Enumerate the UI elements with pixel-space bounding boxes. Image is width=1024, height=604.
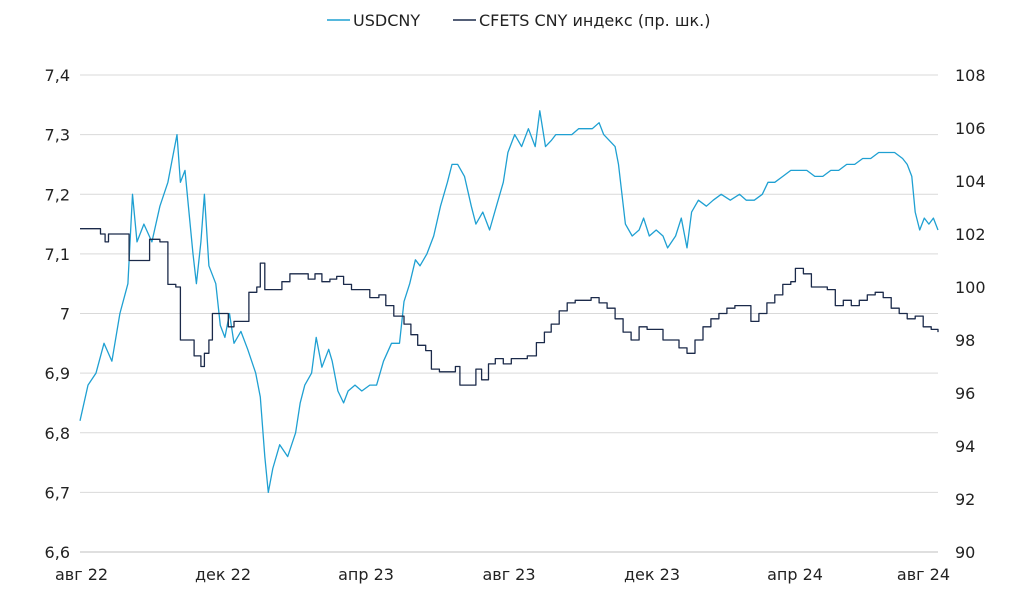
right-tick-label: 98 [955, 331, 975, 350]
left-tick-label: 6,9 [45, 364, 70, 383]
right-tick-label: 108 [955, 66, 986, 85]
x-tick-label: апр 24 [767, 565, 823, 584]
right-tick-label: 96 [955, 384, 975, 403]
legend-label-usdcny: USDCNY [353, 11, 420, 30]
grid [80, 74, 938, 553]
legend-label-cfets: CFETS CNY индекс (пр. шк.) [479, 11, 710, 30]
left-tick-label: 6,6 [45, 543, 70, 562]
left-tick-label: 7,2 [45, 185, 70, 204]
left-axis-ticks: 6,6 6,7 6,8 6,9 7 7,1 7,2 7,3 7,4 [45, 66, 70, 562]
right-tick-label: 92 [955, 490, 975, 509]
left-tick-label: 7 [60, 305, 70, 324]
x-tick-label: авг 22 [55, 565, 108, 584]
x-tick-label: апр 23 [338, 565, 394, 584]
series-line-cfets [80, 228, 939, 386]
left-tick-label: 7,4 [45, 66, 70, 85]
left-tick-label: 7,1 [45, 245, 70, 264]
left-tick-label: 7,3 [45, 126, 70, 145]
right-tick-label: 104 [955, 172, 986, 191]
x-tick-label: авг 24 [897, 565, 950, 584]
x-axis-ticks: авг 22 дек 22 апр 23 авг 23 дек 23 апр 24 авг … [55, 565, 950, 584]
right-tick-label: 102 [955, 225, 986, 244]
legend: USDCNY CFETS CNY индекс (пр. шк.) [327, 11, 710, 30]
right-axis-ticks: 90 92 94 96 98 100 102 104 106 108 [955, 66, 986, 562]
right-tick-label: 100 [955, 278, 986, 297]
legend-entry-usdcny: USDCNY [327, 11, 420, 30]
x-tick-label: авг 23 [482, 565, 535, 584]
right-tick-label: 94 [955, 437, 975, 456]
x-tick-label: дек 23 [624, 565, 680, 584]
right-tick-label: 106 [955, 119, 986, 138]
right-tick-label: 90 [955, 543, 975, 562]
legend-entry-cfets: CFETS CNY индекс (пр. шк.) [453, 11, 710, 30]
left-tick-label: 6,7 [45, 483, 70, 502]
series-line-usdcny [79, 110, 939, 494]
x-tick-label: дек 22 [195, 565, 251, 584]
left-tick-label: 6,8 [45, 424, 70, 443]
series-lines [79, 110, 939, 494]
